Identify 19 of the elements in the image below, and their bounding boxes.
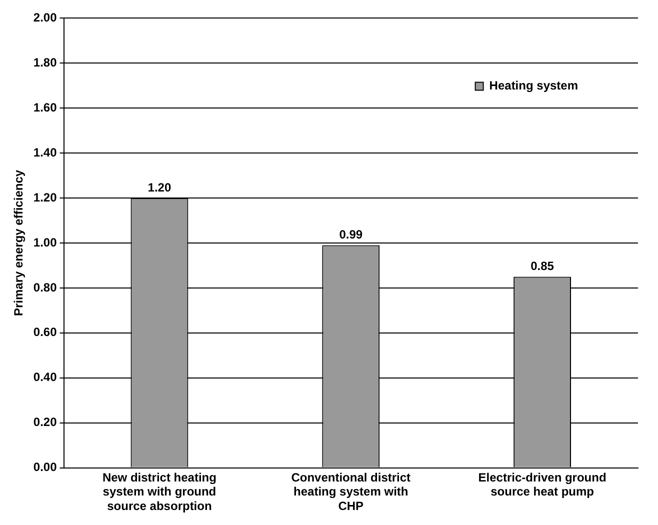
data-label: 1.20 — [148, 180, 172, 194]
y-tick-label: 1.80 — [33, 55, 58, 70]
x-tick-label: New district heating system with ground source absorption — [102, 470, 216, 514]
x-tick-label: Electric-driven ground source heat pump — [478, 470, 606, 499]
y-tick-label: 0.60 — [33, 325, 58, 340]
y-tick-label: 1.40 — [33, 145, 58, 160]
y-tick-label: 1.00 — [33, 235, 58, 250]
y-tick-label: 0.80 — [33, 280, 58, 294]
y-tick-label: 1.60 — [33, 100, 58, 114]
y-tick-label: 2.00 — [33, 10, 58, 25]
y-axis-title: Primary energy efficiency — [12, 170, 26, 316]
x-tick-label: Conventional district heating system with CHP — [291, 470, 411, 514]
legend-label: Heating system — [489, 78, 578, 93]
y-tick-label: 0.20 — [33, 415, 58, 430]
y-tick-label: 0.40 — [33, 370, 58, 384]
data-label: 0.99 — [339, 228, 363, 242]
y-tick-label: 0.00 — [33, 460, 58, 474]
y-tick-label: 1.20 — [33, 190, 58, 204]
data-label: 0.85 — [530, 259, 554, 274]
